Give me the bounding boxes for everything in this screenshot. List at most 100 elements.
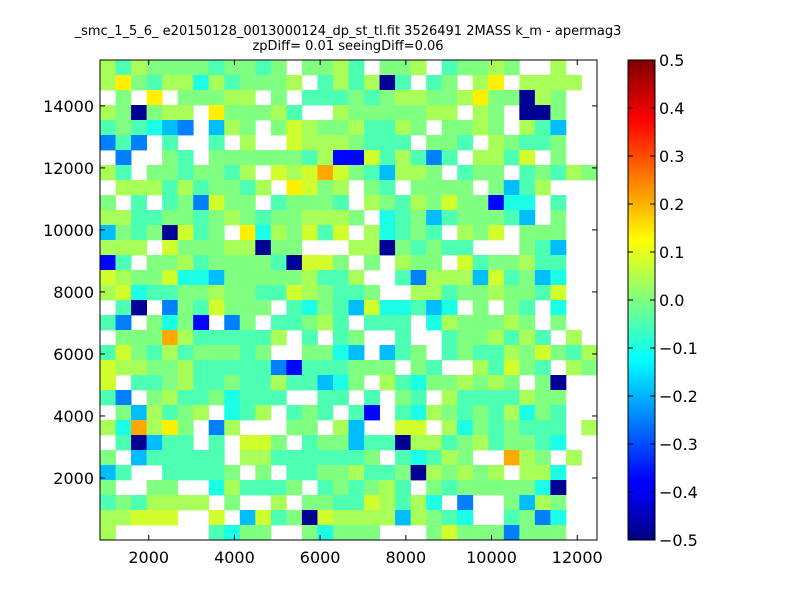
heatmap-cell <box>286 120 303 136</box>
heatmap-cell <box>550 405 567 421</box>
heatmap-cell <box>379 135 396 151</box>
heatmap-cell <box>301 270 318 286</box>
heatmap-cell <box>115 435 132 451</box>
heatmap-cell <box>100 255 116 271</box>
heatmap-cell <box>488 390 505 406</box>
heatmap-cell <box>364 360 380 376</box>
heatmap-cell <box>457 495 474 511</box>
heatmap-cell <box>410 405 427 421</box>
heatmap-cell <box>100 525 116 541</box>
heatmap-cell <box>364 525 380 541</box>
heatmap-cell <box>317 435 334 451</box>
heatmap-cell <box>270 90 287 106</box>
heatmap-cell <box>146 90 163 106</box>
heatmap-cell <box>239 435 256 451</box>
heatmap-cell <box>410 345 427 361</box>
heatmap-cell <box>379 510 396 526</box>
heatmap-cell <box>162 285 179 301</box>
heatmap-cell <box>472 210 489 226</box>
heatmap-cell <box>348 345 365 361</box>
heatmap-cell <box>239 405 256 421</box>
heatmap-cell <box>224 150 241 166</box>
heatmap-cell <box>162 60 179 76</box>
heatmap-cell <box>286 420 303 436</box>
heatmap-cell <box>146 105 163 121</box>
heatmap-cell <box>364 435 380 451</box>
heatmap-cell <box>503 315 520 331</box>
heatmap-cell <box>550 240 567 256</box>
heatmap-cell <box>100 390 116 406</box>
heatmap-cell <box>332 225 349 241</box>
heatmap-cell <box>457 405 474 421</box>
heatmap-cell <box>332 180 349 196</box>
heatmap-cell <box>162 120 179 136</box>
heatmap-cell <box>115 285 132 301</box>
heatmap-cell <box>317 120 334 136</box>
heatmap-cell <box>224 495 241 511</box>
heatmap-cell <box>193 225 210 241</box>
heatmap-cell <box>332 135 349 151</box>
heatmap-cell <box>550 300 567 316</box>
heatmap-cell <box>115 360 132 376</box>
heatmap-cell <box>270 360 287 376</box>
heatmap-cell <box>317 300 334 316</box>
heatmap-cell <box>364 495 380 511</box>
y-tick-label: 8000 <box>53 283 94 302</box>
heatmap-cell <box>534 420 551 436</box>
heatmap-cell <box>472 345 489 361</box>
heatmap-cell <box>286 135 303 151</box>
heatmap-cell <box>457 480 474 496</box>
heatmap-cell <box>255 525 272 541</box>
heatmap-cell <box>441 135 458 151</box>
heatmap-cell <box>364 225 380 241</box>
x-tick-label: 12000 <box>552 548 603 567</box>
heatmap-cell <box>550 270 567 286</box>
heatmap-cell <box>519 315 536 331</box>
heatmap-cell <box>131 210 147 226</box>
heatmap-cell <box>270 480 287 496</box>
heatmap-cell <box>270 285 287 301</box>
heatmap-cell <box>115 105 132 121</box>
heatmap-cell <box>410 165 427 181</box>
heatmap-cell <box>270 375 287 391</box>
heatmap-cell <box>301 435 318 451</box>
heatmap-cell <box>332 375 349 391</box>
heatmap-cell <box>239 345 256 361</box>
heatmap-cell <box>208 150 225 166</box>
heatmap-cell <box>488 225 505 241</box>
heatmap-cell <box>364 120 380 136</box>
heatmap-cell <box>162 480 179 496</box>
heatmap-cell <box>410 105 427 121</box>
heatmap-cell <box>131 510 147 526</box>
heatmap-cell <box>146 330 163 346</box>
colorbar-tick-label: 0.2 <box>659 195 684 214</box>
heatmap-cell <box>364 390 380 406</box>
heatmap-cell <box>208 525 225 541</box>
heatmap-cell <box>519 360 536 376</box>
heatmap-cell <box>239 255 256 271</box>
heatmap-cell <box>550 210 567 226</box>
heatmap-cell <box>379 120 396 136</box>
heatmap-cell <box>503 150 520 166</box>
heatmap-cell <box>208 420 225 436</box>
heatmap-cell <box>426 180 443 196</box>
heatmap-cell <box>534 255 551 271</box>
heatmap-cell <box>317 285 334 301</box>
heatmap-cell <box>503 195 520 211</box>
heatmap-cell <box>100 135 116 151</box>
heatmap-cell <box>410 435 427 451</box>
heatmap-cell <box>488 345 505 361</box>
heatmap-cell <box>519 120 536 136</box>
heatmap-cell <box>348 495 365 511</box>
heatmap-cell <box>177 240 194 256</box>
heatmap-cell <box>301 60 318 76</box>
heatmap-cell <box>193 180 210 196</box>
heatmap-cell <box>503 285 520 301</box>
heatmap-cell <box>270 105 287 121</box>
heatmap-cell <box>131 495 147 511</box>
heatmap-cell <box>286 300 303 316</box>
heatmap-cell <box>162 270 179 286</box>
heatmap-cell <box>550 465 567 481</box>
heatmap-cell <box>270 330 287 346</box>
